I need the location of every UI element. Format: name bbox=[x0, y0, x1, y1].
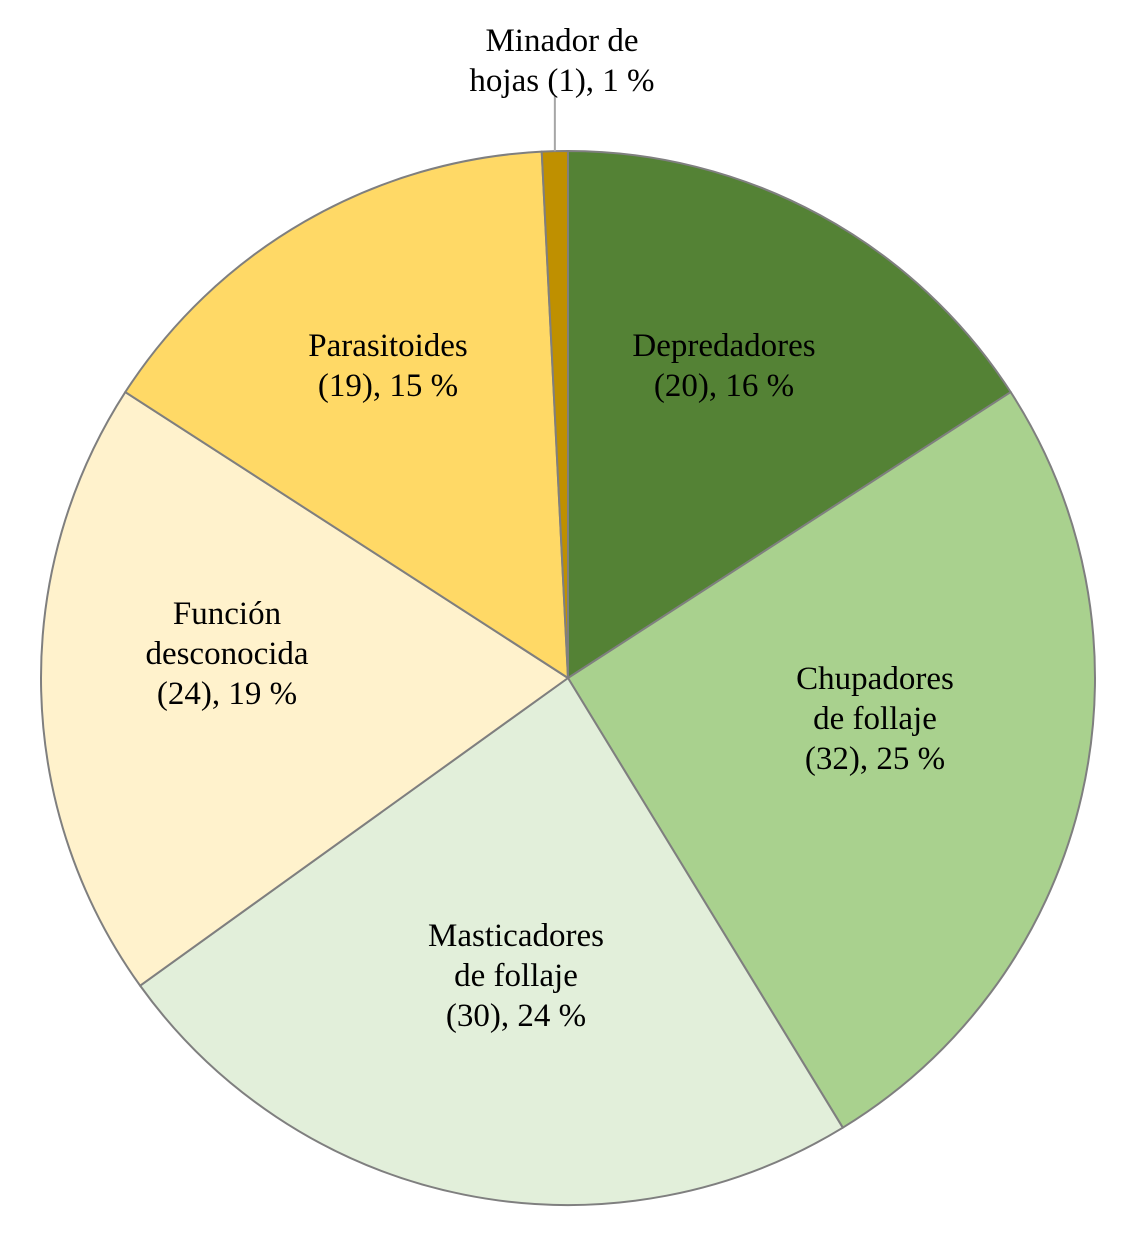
slice-label-line: hojas (1), 1 % bbox=[469, 63, 654, 99]
slice-label-line: Parasitoides bbox=[308, 328, 467, 364]
pie-slice-parasitoides bbox=[124, 150, 569, 679]
slice-label-line: (24), 19 % bbox=[157, 676, 297, 712]
slice-label-line: desconocida bbox=[145, 636, 308, 672]
slice-label-line: Depredadores bbox=[632, 328, 815, 364]
slice-label-line: de follaje bbox=[454, 958, 578, 994]
slice-label-line: Minador de bbox=[485, 23, 638, 59]
slice-label-line: (19), 15 % bbox=[318, 368, 458, 404]
slice-label-line: de follaje bbox=[813, 701, 937, 737]
pie-slice-masticadores-de-follaje bbox=[139, 677, 844, 1206]
pie-slice-funcion-desconocida bbox=[40, 391, 569, 987]
slice-labels: Depredadores (20), 16 % Chupadores de folla… bbox=[145, 23, 953, 1034]
slice-label-line: (30), 24 % bbox=[446, 998, 586, 1034]
pie-slices bbox=[40, 150, 1096, 1206]
slice-label-funcion-desconocida: Función desconocida (24), 19 % bbox=[145, 596, 308, 712]
slice-label-depredadores: Depredadores (20), 16 % bbox=[632, 328, 815, 404]
slice-label-masticadores-de-follaje: Masticadores de follaje (30), 24 % bbox=[428, 918, 604, 1034]
slice-label-line: (32), 25 % bbox=[805, 741, 945, 777]
pie-slice-depredadores bbox=[567, 150, 1012, 679]
slice-label-line: Chupadores bbox=[796, 661, 954, 697]
slice-label-minador-de-hojas: Minador de hojas (1), 1 % bbox=[469, 23, 654, 99]
slice-label-parasitoides: Parasitoides (19), 15 % bbox=[308, 328, 467, 404]
slice-label-chupadores-de-follaje: Chupadores de follaje (32), 25 % bbox=[796, 661, 954, 777]
slice-label-line: (20), 16 % bbox=[654, 368, 794, 404]
slice-label-line: Función bbox=[173, 596, 281, 632]
pie-slice-chupadores-de-follaje bbox=[567, 391, 1096, 1129]
slice-label-line: Masticadores bbox=[428, 918, 604, 954]
pie-slice-minador-de-hojas bbox=[540, 150, 569, 679]
